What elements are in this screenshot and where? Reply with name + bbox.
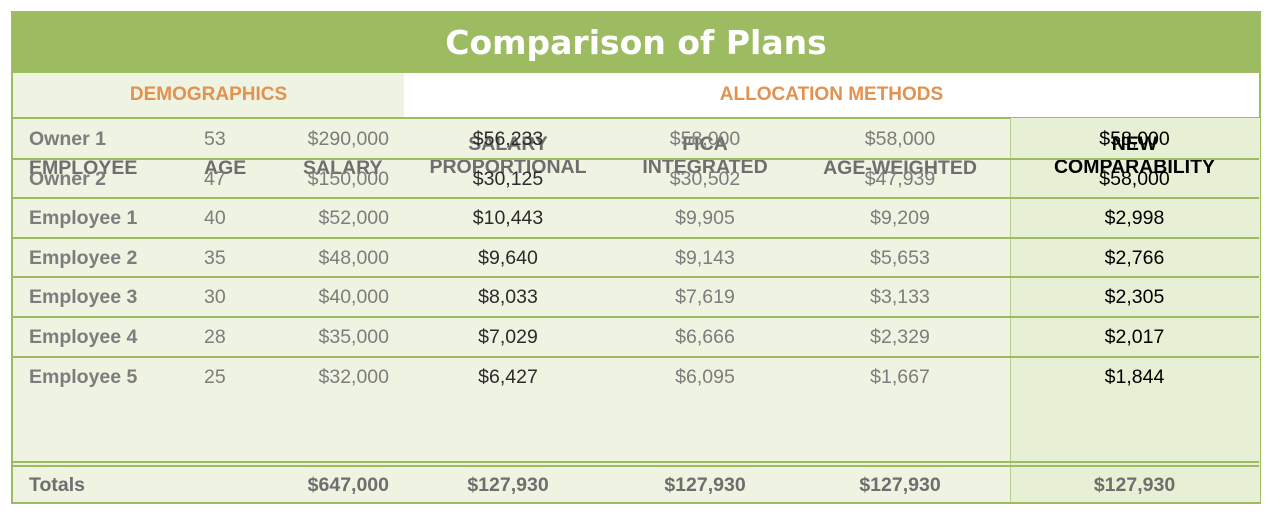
row-6-new-comparability: $2,017 (1104, 326, 1165, 348)
row-6-age-weighted: $2,329 (870, 326, 930, 348)
header-salary-proportional: SALARY PROPORTIONAL (408, 133, 608, 179)
row-6-age: 28 (204, 326, 226, 348)
row-2-fica-integrated: $30,502 (669, 167, 741, 190)
row-6-salary: $35,000 (318, 326, 390, 348)
row-3-employee: Employee 1 (29, 207, 138, 230)
row-7-employee: Employee 5 (29, 365, 138, 388)
header-fica-integrated-line1: FICA (682, 133, 728, 155)
row-4-salary-proportional: $9,640 (478, 246, 538, 269)
row-2-salary: $150,000 (307, 167, 389, 190)
row-3-salary: $52,000 (318, 207, 390, 230)
row-4-age-weighted: $5,653 (870, 246, 930, 269)
row-7-age-weighted: $1,667 (870, 365, 930, 388)
totals-new-comparability: $127,930 (1093, 474, 1176, 496)
totals-age-weighted: $127,930 (859, 474, 941, 496)
row-7-fica-integrated: $6,095 (675, 365, 735, 388)
row-2-age: 47 (204, 167, 226, 190)
totals-rule-1 (13, 461, 1259, 463)
row-2-salary-proportional: $30,125 (472, 167, 544, 190)
row-1-age-weighted: $58,000 (864, 128, 936, 150)
header-fica-integrated: FICA INTEGRATED (615, 133, 795, 179)
row-1-salary: $290,000 (307, 128, 389, 150)
row-2-employee: Owner 2 (29, 167, 106, 190)
row-5-fica-integrated: $7,619 (675, 286, 735, 309)
row-3-salary-proportional: $10,443 (472, 207, 544, 230)
row-1-new-comparability: $58,000 (1099, 128, 1170, 150)
totals-salary-proportional: $127,930 (467, 474, 549, 496)
row-divider (13, 276, 1259, 279)
header-age-weighted: AGE-WEIGHTED (823, 157, 977, 179)
row-3-age-weighted: $9,209 (870, 207, 930, 230)
header-new-comparability-line1: NEW (1111, 133, 1158, 155)
header-rule (13, 117, 1259, 119)
header-age: AGE (204, 157, 247, 179)
row-5-salary: $40,000 (318, 286, 390, 309)
row-divider (13, 355, 1259, 358)
row-6-employee: Employee 4 (29, 326, 138, 348)
row-divider (13, 157, 1259, 160)
row-3-age: 40 (204, 207, 226, 230)
section-demographics: DEMOGRAPHICS (13, 73, 404, 117)
row-1-salary-proportional: $56,233 (472, 128, 544, 150)
comparison-table: Comparison of Plans DEMOGRAPHICS ALLOCAT… (11, 11, 1261, 504)
row-5-salary-proportional: $8,033 (478, 286, 538, 309)
row-7-salary: $32,000 (318, 365, 390, 388)
header-salary-proportional-line2: PROPORTIONAL (429, 156, 587, 178)
row-4-salary: $48,000 (318, 246, 390, 269)
header-salary: SALARY (303, 157, 383, 179)
header-employee: EMPLOYEE (29, 157, 138, 179)
totals-salary: $647,000 (307, 474, 389, 496)
totals-fica-integrated: $127,930 (664, 474, 746, 496)
totals-rule-2 (13, 465, 1259, 467)
row-7-salary-proportional: $6,427 (478, 365, 538, 388)
header-fica-integrated-line2: INTEGRATED (642, 156, 768, 178)
new-comparability-column (1010, 118, 1260, 502)
row-4-employee: Employee 2 (29, 246, 138, 269)
row-divider (13, 197, 1259, 200)
row-1-fica-integrated: $58,000 (669, 128, 741, 150)
table-title: Comparison of Plans (13, 13, 1259, 73)
row-6-salary-proportional: $7,029 (478, 326, 538, 348)
row-6-fica-integrated: $6,666 (675, 326, 735, 348)
row-5-new-comparability: $2,305 (1104, 286, 1165, 309)
row-5-age-weighted: $3,133 (870, 286, 930, 309)
row-7-new-comparability: $1,844 (1104, 365, 1165, 388)
row-5-employee: Employee 3 (29, 286, 138, 309)
row-1-employee: Owner 1 (29, 128, 106, 150)
row-4-new-comparability: $2,766 (1104, 246, 1165, 269)
row-3-fica-integrated: $9,905 (675, 207, 735, 230)
row-1-age: 53 (204, 128, 226, 150)
header-salary-proportional-line1: SALARY (468, 133, 548, 155)
row-4-age: 35 (204, 246, 226, 269)
header-new-comparability-line2: COMPARABILITY (1053, 156, 1216, 178)
row-7-age: 25 (204, 365, 226, 388)
section-allocation-methods: ALLOCATION METHODS (404, 73, 1259, 117)
header-new-comparability: NEW COMPARABILITY (1014, 133, 1255, 179)
row-2-age-weighted: $47,939 (864, 167, 936, 190)
row-divider (13, 236, 1259, 239)
row-2-new-comparability: $58,000 (1099, 167, 1170, 190)
row-divider (13, 316, 1259, 318)
row-4-fica-integrated: $9,143 (675, 246, 735, 269)
row-5-age: 30 (204, 286, 226, 309)
row-3-new-comparability: $2,998 (1104, 207, 1165, 230)
totals-label: Totals (29, 474, 85, 496)
